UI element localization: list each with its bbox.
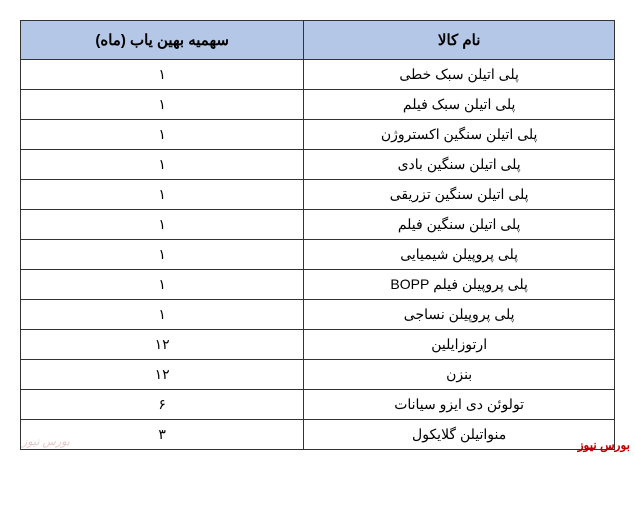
table-row: پلی پروپیلن شیمیایی۱	[21, 240, 615, 270]
table-row: ارتوزایلین۱۲	[21, 330, 615, 360]
cell-product-name: پلی اتیلن سبک فیلم	[304, 90, 615, 120]
cell-product-name: پلی اتیلن سنگین تزریقی	[304, 180, 615, 210]
cell-quota: ۱	[21, 270, 304, 300]
table-row: پلی پروپیلن نساجی۱	[21, 300, 615, 330]
cell-product-name: پلی پروپیلن فیلم BOPP	[304, 270, 615, 300]
cell-product-name: پلی اتیلن سنگین اکستروژن	[304, 120, 615, 150]
table-row: پلی اتیلن سنگین اکستروژن۱	[21, 120, 615, 150]
cell-quota: ۱	[21, 300, 304, 330]
table-row: پلی اتیلن سبک خطی۱	[21, 60, 615, 90]
cell-product-name: پلی اتیلن سبک خطی	[304, 60, 615, 90]
watermark-left: بورس نیوز	[22, 435, 70, 448]
cell-product-name: پلی اتیلن سنگین فیلم	[304, 210, 615, 240]
cell-quota: ۱	[21, 120, 304, 150]
table-row: پلی پروپیلن فیلم BOPP۱	[21, 270, 615, 300]
cell-product-name: ارتوزایلین	[304, 330, 615, 360]
table-row: تولوئن دی ایزو سیانات۶	[21, 390, 615, 420]
table-row: پلی اتیلن سنگین فیلم۱	[21, 210, 615, 240]
table-body: پلی اتیلن سبک خطی۱پلی اتیلن سبک فیلم۱پلی…	[21, 60, 615, 450]
column-header-quota: سهمیه بهین یاب (ماه)	[21, 21, 304, 60]
cell-quota: ۱	[21, 90, 304, 120]
cell-quota: ۱	[21, 150, 304, 180]
cell-product-name: پلی پروپیلن نساجی	[304, 300, 615, 330]
cell-product-name: بنزن	[304, 360, 615, 390]
cell-quota: ۱۲	[21, 360, 304, 390]
cell-product-name: پلی پروپیلن شیمیایی	[304, 240, 615, 270]
cell-product-name: منواتیلن گلایکول	[304, 420, 615, 450]
cell-quota: ۶	[21, 390, 304, 420]
table-header-row: نام کالا سهمیه بهین یاب (ماه)	[21, 21, 615, 60]
column-header-name: نام کالا	[304, 21, 615, 60]
table-row: پلی اتیلن سنگین بادی۱	[21, 150, 615, 180]
cell-quota: ۱	[21, 240, 304, 270]
cell-product-name: پلی اتیلن سنگین بادی	[304, 150, 615, 180]
cell-quota: ۱	[21, 60, 304, 90]
table-row: منواتیلن گلایکول۳	[21, 420, 615, 450]
cell-quota: ۱۲	[21, 330, 304, 360]
table-row: پلی اتیلن سنگین تزریقی۱	[21, 180, 615, 210]
table-row: پلی اتیلن سبک فیلم۱	[21, 90, 615, 120]
quota-table: نام کالا سهمیه بهین یاب (ماه) پلی اتیلن …	[20, 20, 615, 450]
cell-quota: ۱	[21, 180, 304, 210]
watermark-right: بورس نيوز	[578, 438, 630, 452]
table-row: بنزن۱۲	[21, 360, 615, 390]
cell-product-name: تولوئن دی ایزو سیانات	[304, 390, 615, 420]
cell-quota: ۱	[21, 210, 304, 240]
